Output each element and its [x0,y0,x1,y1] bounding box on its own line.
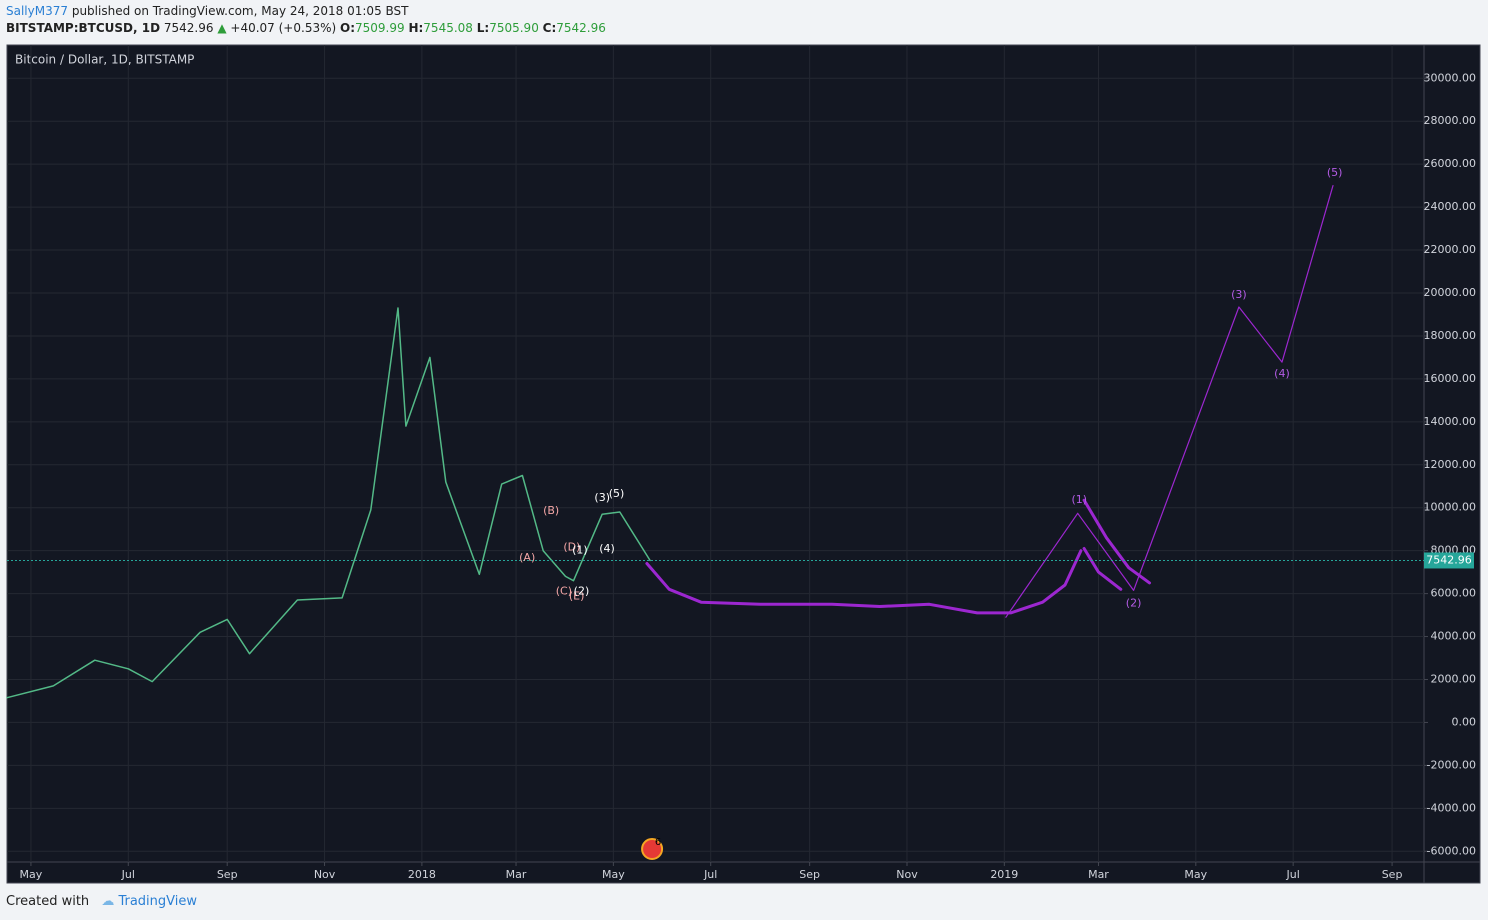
ohlc-label: C: [542,21,557,35]
x-tick-label: 2018 [408,868,436,881]
x-tick-label: Jul [703,868,717,881]
y-tick-label: 4000.00 [1431,630,1477,643]
events-badge [641,838,664,860]
price: 7542.96 [163,21,214,35]
y-tick-label: 24000.00 [1424,200,1477,213]
x-tick-label: Mar [506,868,527,881]
wave-label: (C) [556,584,572,597]
wave-label: (E) [569,589,585,602]
ohlc-label: O: [340,21,355,35]
wave-label: (1) [572,544,588,557]
y-tick-label: 14000.00 [1424,415,1477,428]
created: Created with [6,894,90,909]
x-tick-label: Nov [896,868,918,881]
wave-label: (5) [1327,166,1343,179]
wave-label: (3) [594,491,610,504]
events-badge-count: 6 [655,837,661,848]
y-tick-label: 2000.00 [1431,672,1477,685]
x-tick-label: May [602,868,625,881]
chart: Bitcoin / Dollar, 1D, BITSTAMP -6000.00 -… [6,44,1481,884]
y-tick-label: 28000.00 [1424,114,1477,127]
change: +40.07 (+0.53%) [230,21,337,35]
x-tick-label: May [1184,868,1207,881]
header-line: BITSTAMP:BTCUSD, 1D 7542.96 ▲ +40.07 (+0… [6,20,606,37]
series-line [645,549,1083,615]
symbol: BITSTAMP:BTCUSD, 1D [6,21,161,35]
y-tick-label: 30000.00 [1424,71,1477,84]
y-tick-label: 22000.00 [1424,243,1477,256]
author[interactable]: SallyM377 [6,4,68,18]
x-tick-label: Jul [121,868,135,881]
wave-label: (1) [1072,493,1088,506]
y-tick-label: 0.00 [1452,715,1477,728]
last-price-label: 7542.96 [1426,553,1472,566]
y-tick-label: 18000.00 [1424,329,1477,342]
x-tick-label: Sep [799,868,820,881]
y-tick-label: 12000.00 [1424,458,1477,471]
header-line: SallyM377 published on TradingView.com, … [6,3,606,20]
wave-label: (4) [1274,367,1290,380]
ohlc-value: 7509.99 [355,21,405,35]
y-tick-label: 26000.00 [1424,157,1477,170]
x-tick-label: Jul [1286,868,1300,881]
y-tick-label: -6000.00 [1427,844,1476,857]
series-line [1005,185,1334,618]
series-line [1082,547,1123,591]
chart-frame [6,44,1481,884]
ohlc-label: L: [476,21,490,35]
y-tick-label: 16000.00 [1424,372,1477,385]
wave-label: (A) [519,551,535,564]
ohlc-label: H: [408,21,424,35]
wave-label: (4) [599,542,615,555]
x-tick-label: Mar [1088,868,1109,881]
last-price-box [1424,552,1474,569]
wave-label: (3) [1231,288,1247,301]
wave-label: (2) [574,584,590,597]
y-tick-label: 10000.00 [1424,501,1477,514]
ohlc-value: 7545.08 [423,21,473,35]
x-tick-label: 2019 [990,868,1018,881]
wave-label: (B) [543,504,559,517]
wave-label: (5) [609,487,625,500]
x-tick-label: Nov [314,868,336,881]
series-line [6,307,651,699]
x-tick-label: Sep [1382,868,1403,881]
y-tick-label: -4000.00 [1427,801,1476,814]
y-tick-label: -2000.00 [1427,758,1476,771]
ohlc: O:7509.99 H:7545.08 L:7505.90 C:7542.96 [340,21,606,35]
y-tick-label: 20000.00 [1424,286,1477,299]
header: SallyM377 published on TradingView.com, … [6,3,606,37]
y-tick-label: 6000.00 [1431,587,1477,600]
chart-title: Bitcoin / Dollar, 1D, BITSTAMP [15,53,194,67]
x-tick-label: Sep [217,868,238,881]
footer: Created with ☁ TradingView [6,894,197,909]
ohlc-value: 7505.90 [489,21,539,35]
x-tick-label: May [20,868,43,881]
published: published on TradingView.com, May 24, 20… [71,4,409,18]
brand[interactable]: TradingView [118,894,197,909]
wave-label: (D) [563,540,580,553]
ohlc-value: 7542.96 [556,21,606,35]
wave-label: (2) [1126,596,1142,609]
up-arrow: ▲ [217,21,227,35]
